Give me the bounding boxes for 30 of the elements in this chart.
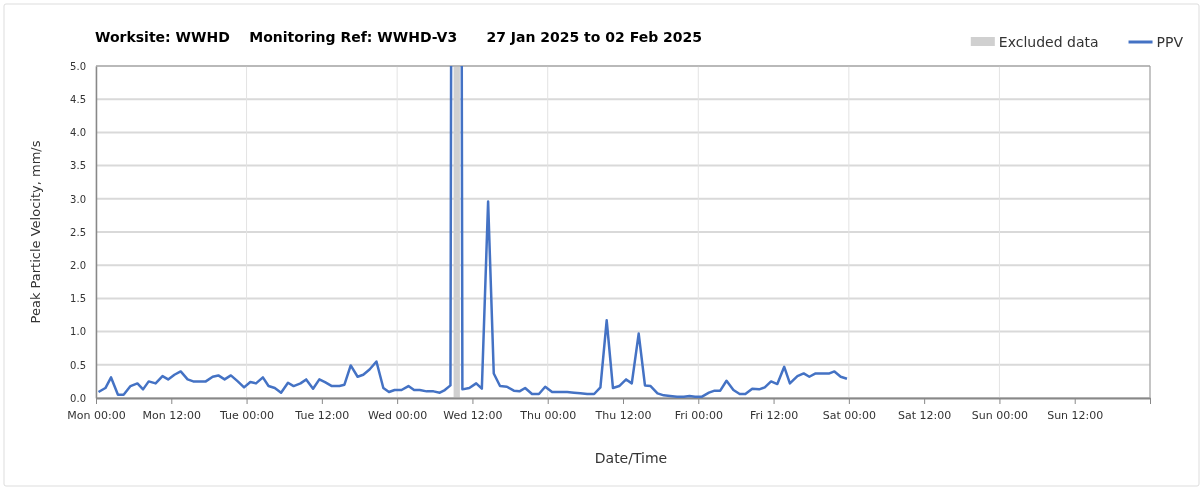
y-axis-title: Peak Particle Velocity, mm/s (28, 140, 43, 324)
legend-label: PPV (1156, 34, 1184, 50)
x-axis-title: Date/Time (594, 450, 668, 466)
x-tick-label: Mon 12:00 (142, 409, 201, 423)
x-tick-label: Fri 00:00 (674, 409, 723, 423)
chart-title: Worksite: WWHD Monitoring Ref: WWHD-V3 27 Jan 2025 to 02 Feb 2025 (95, 29, 702, 45)
x-tick-label: Thu 00:00 (519, 409, 577, 423)
y-tick-label: 1.5 (70, 293, 86, 305)
x-tick-label: Tue 00:00 (219, 409, 275, 423)
x-tick-label: Sun 12:00 (1047, 409, 1104, 423)
y-tick-label: 2.0 (70, 259, 86, 271)
y-tick-label: 4.0 (70, 127, 86, 139)
y-tick-label: 1.0 (70, 326, 86, 338)
x-tick-label: Thu 12:00 (594, 409, 652, 423)
y-tick-label: 3.0 (70, 193, 86, 205)
y-tick-label: 2.5 (70, 226, 86, 238)
y-tick-label: 3.5 (70, 160, 86, 172)
y-tick-label: 0.0 (70, 392, 86, 404)
x-tick-label: Wed 12:00 (443, 409, 503, 423)
y-tick-label: 5.0 (70, 60, 86, 72)
x-tick-label: Tue 12:00 (294, 409, 350, 423)
y-tick-label: 0.5 (70, 359, 86, 371)
x-tick-label: Sun 00:00 (971, 409, 1028, 423)
legend-label: Excluded data (998, 34, 1099, 50)
x-tick-label: Wed 00:00 (368, 409, 428, 423)
x-tick-label: Mon 00:00 (67, 409, 126, 423)
x-tick-label: Sat 00:00 (822, 409, 876, 423)
y-tick-label: 4.5 (70, 93, 86, 105)
x-tick-label: Sat 12:00 (898, 409, 952, 423)
x-tick-label: Fri 12:00 (749, 409, 799, 423)
